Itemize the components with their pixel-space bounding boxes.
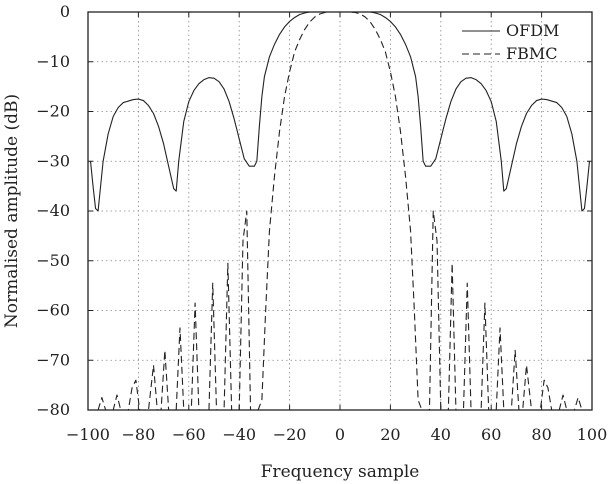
y-tick-label: −30 <box>36 151 70 170</box>
x-tick-label: −40 <box>222 425 256 444</box>
legend-label-fbmc: FBMC <box>506 44 557 63</box>
x-tick-label: −20 <box>273 425 307 444</box>
x-tick-label: −60 <box>172 425 206 444</box>
x-tick-label: 60 <box>481 425 501 444</box>
x-tick-label: 100 <box>577 425 608 444</box>
legend: OFDM FBMC <box>462 21 559 63</box>
x-tick-label: −100 <box>66 425 110 444</box>
y-tick-label: −10 <box>36 52 70 71</box>
x-tick-label: −80 <box>122 425 156 444</box>
y-tick-label: −50 <box>36 251 70 270</box>
grid <box>88 12 592 410</box>
y-tick-label: 0 <box>60 2 70 21</box>
y-tick-label: −40 <box>36 201 70 220</box>
y-tick-label: −80 <box>36 400 70 419</box>
x-tick-label: 20 <box>380 425 400 444</box>
y-tick-label: −70 <box>36 350 70 369</box>
ticks: −100 −80 −60 −40 −20 0 20 40 60 80 100 0 −10 −20 −30 −4… <box>36 2 607 444</box>
x-tick-label: 40 <box>431 425 451 444</box>
legend-label-ofdm: OFDM <box>506 21 559 40</box>
x-axis-label: Frequency sample <box>261 462 420 482</box>
y-tick-label: −60 <box>36 301 70 320</box>
y-axis-label: Normalised amplitude (dB) <box>2 94 22 328</box>
x-tick-label: 80 <box>531 425 551 444</box>
y-tick-label: −20 <box>36 102 70 121</box>
x-tick-label: 0 <box>335 425 345 444</box>
